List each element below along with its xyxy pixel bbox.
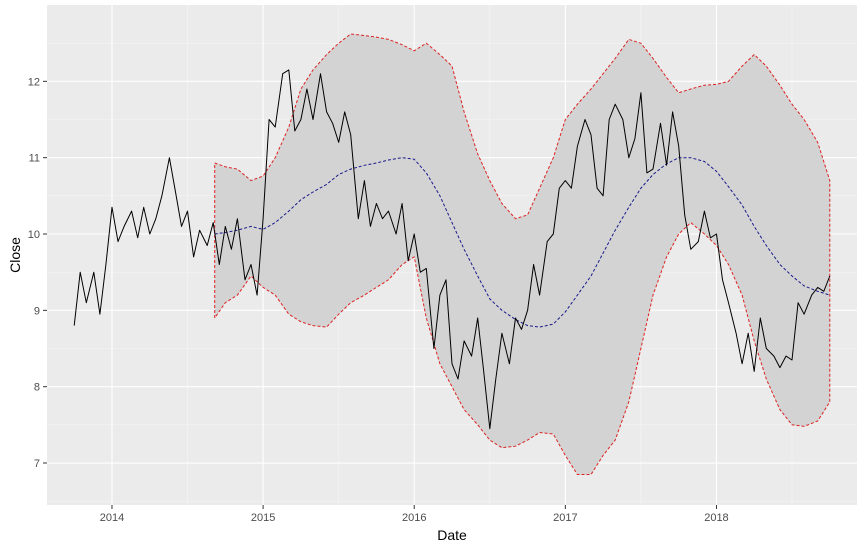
y-tick-label: 11 (29, 153, 40, 165)
y-tick-label: 8 (34, 382, 40, 394)
band-edge-line (214, 33, 831, 475)
close-line (73, 69, 831, 430)
band-center-line (214, 157, 830, 328)
y-tick-label: 9 (34, 305, 40, 317)
prediction-band (214, 34, 830, 475)
x-tick-label: 2014 (100, 512, 124, 524)
x-tick-label: 2018 (704, 512, 728, 524)
x-tick-label: 2015 (251, 512, 275, 524)
band-area (214, 34, 830, 475)
series-lines (73, 33, 831, 475)
y-axis-title: Close (7, 237, 23, 273)
axes: 2014 2015 2016 2017 2018 7 8 9 10 11 12 (28, 76, 729, 524)
x-tick-label: 2017 (553, 512, 577, 524)
y-tick-label: 7 (34, 458, 40, 470)
y-tick-label: 10 (28, 229, 40, 241)
x-axis-title: Date (437, 527, 467, 543)
x-tick-label: 2016 (402, 512, 426, 524)
y-tick-label: 12 (28, 76, 40, 88)
